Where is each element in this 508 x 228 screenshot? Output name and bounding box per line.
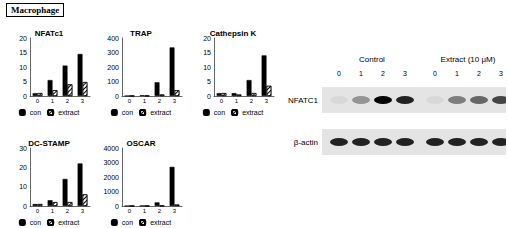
svg-text:3: 3	[499, 70, 503, 77]
svg-text:2: 2	[66, 208, 70, 214]
svg-text:20: 20	[19, 164, 27, 171]
svg-text:0: 0	[23, 93, 27, 100]
svg-text:OSCAR: OSCAR	[127, 139, 156, 148]
svg-text:200: 200	[107, 64, 119, 71]
svg-text:2: 2	[158, 98, 162, 104]
svg-text:0: 0	[23, 203, 27, 210]
svg-text:15: 15	[19, 49, 27, 56]
svg-text:0: 0	[207, 93, 211, 100]
svg-text:0: 0	[36, 208, 40, 214]
svg-text:TRAP: TRAP	[130, 29, 152, 38]
svg-text:con: con	[30, 109, 41, 116]
svg-text:0: 0	[36, 98, 40, 104]
svg-text:3: 3	[403, 70, 407, 77]
svg-text:2: 2	[250, 98, 254, 104]
svg-text:5: 5	[23, 78, 27, 85]
svg-text:400: 400	[107, 35, 119, 42]
svg-text:Control: Control	[359, 55, 385, 64]
svg-text:con: con	[30, 219, 41, 226]
svg-text:con: con	[214, 109, 225, 116]
svg-text:0: 0	[433, 70, 437, 77]
svg-text:extract: extract	[150, 219, 171, 226]
svg-text:NFATc1: NFATc1	[35, 29, 64, 38]
svg-text:β-actin: β-actin	[294, 138, 318, 147]
svg-text:0: 0	[128, 208, 132, 214]
svg-text:2: 2	[158, 208, 162, 214]
svg-text:3: 3	[265, 98, 269, 104]
svg-text:1: 1	[143, 98, 147, 104]
svg-text:5: 5	[207, 78, 211, 85]
svg-text:Cathepsin K: Cathepsin K	[210, 29, 257, 38]
svg-text:NFATC1: NFATC1	[288, 96, 319, 105]
svg-text:0: 0	[220, 98, 224, 104]
svg-text:extract: extract	[150, 109, 171, 116]
svg-text:1000: 1000	[103, 188, 119, 195]
svg-text:20: 20	[203, 34, 211, 42]
svg-text:0: 0	[115, 203, 119, 210]
svg-text:2000: 2000	[103, 174, 119, 181]
svg-text:100: 100	[107, 78, 119, 85]
svg-text:2: 2	[477, 70, 481, 77]
svg-text:10: 10	[19, 64, 27, 71]
svg-text:3: 3	[81, 208, 85, 214]
svg-text:10: 10	[19, 183, 27, 190]
svg-text:extract: extract	[58, 219, 79, 226]
svg-text:1: 1	[455, 70, 459, 77]
svg-text:30: 30	[19, 145, 27, 152]
svg-text:3: 3	[173, 208, 177, 214]
svg-text:DC-STAMP: DC-STAMP	[28, 139, 70, 148]
svg-text:3: 3	[81, 98, 85, 104]
svg-text:1: 1	[51, 208, 55, 214]
svg-text:con: con	[122, 219, 133, 226]
svg-text:Extract (10 μM): Extract (10 μM)	[441, 55, 496, 64]
svg-text:con: con	[122, 109, 133, 116]
svg-text:20: 20	[19, 35, 27, 42]
svg-text:4000: 4000	[103, 145, 119, 152]
html-text:Macrophage: Macrophage	[11, 5, 60, 15]
svg-text:0: 0	[128, 98, 132, 104]
svg-text:3000: 3000	[103, 159, 119, 166]
svg-text:15: 15	[203, 49, 211, 56]
svg-text:300: 300	[107, 49, 119, 56]
svg-text:1: 1	[51, 98, 55, 104]
svg-text:0: 0	[115, 93, 119, 100]
svg-text:0: 0	[337, 70, 341, 77]
svg-text:10: 10	[203, 64, 211, 71]
svg-text:2: 2	[381, 70, 385, 77]
svg-text:2: 2	[66, 98, 70, 104]
svg-text:1: 1	[143, 208, 147, 214]
svg-text:extract: extract	[58, 109, 79, 116]
svg-text:1: 1	[235, 98, 239, 104]
svg-text:extract: extract	[242, 109, 263, 116]
svg-text:1: 1	[359, 70, 363, 77]
svg-text:3: 3	[173, 98, 177, 104]
